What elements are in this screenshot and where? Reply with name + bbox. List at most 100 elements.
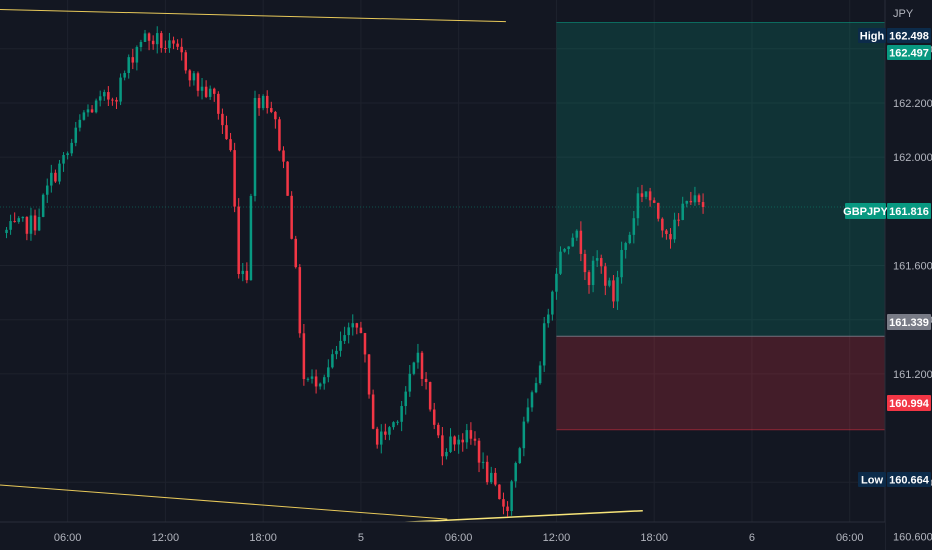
candle-body [168,40,171,49]
candle-body [567,246,570,250]
candle-body [449,436,452,452]
candle-body [274,111,277,120]
candle-body [559,251,562,274]
candle-body [363,333,367,355]
candle-body [384,431,387,435]
candle-body [21,216,25,219]
price-tick-label: 162.200 [893,98,932,110]
time-tick-label: 6 [749,532,755,544]
candle-body [640,193,644,197]
candle-body [78,119,82,128]
candle-body [160,33,163,48]
candle-body [50,172,53,186]
time-axis[interactable]: 06:00 12:00 18:00 5 06:00 12:00 18:00 6 06:00 [0,521,885,550]
candle-body [314,376,318,387]
position-tool-layer[interactable] [556,21,914,431]
profit-zone[interactable] [556,22,914,337]
candle-body [502,499,505,507]
candle-body [689,200,693,203]
candle-body [94,100,98,113]
candle-body [257,97,261,109]
candle-body [396,421,399,423]
candle-body [612,280,615,302]
candle-body [9,221,12,230]
svg-text:160.664: 160.664 [889,475,930,487]
trendline[interactable] [0,484,448,520]
candle-body [628,234,632,244]
candle-body [98,96,102,101]
candle-body [481,461,485,463]
time-tick-label: 06:00 [445,532,473,544]
candle-body [616,277,619,302]
candle-body [86,109,90,113]
candle-body [17,218,21,222]
candle-body [441,435,444,457]
candle-body [184,52,188,71]
candle-body [538,365,542,384]
candle-body [494,472,497,485]
candle-body [172,40,175,44]
candle-body [632,218,636,235]
candle-body [265,95,269,109]
candle-body [355,323,359,328]
candle-body [563,249,566,252]
candle-body [221,113,224,126]
candle-body [579,230,583,254]
candle-body [253,97,257,196]
candle-body [249,195,253,281]
candle-body [620,249,623,278]
candle-body [176,43,179,47]
candle-body [445,451,448,457]
candle-body [587,272,591,286]
candle-body [428,382,432,410]
candle-body [62,155,65,164]
candle-body [669,234,672,240]
candle-body [489,472,493,483]
svg-text:161.339: 161.339 [889,317,929,329]
candle-body [534,383,538,393]
candle-body [188,70,192,81]
candle-body [681,203,684,220]
candle-body [575,230,579,238]
candle-body [514,463,517,482]
candle-body [571,237,574,247]
price-tick-label: 162.000 [893,152,932,164]
candle-body [74,127,78,143]
candle-body [510,481,513,512]
candle-body [595,258,599,261]
candle-body [115,99,118,102]
candle-body [380,431,383,445]
svg-text:162.498: 162.498 [889,31,929,43]
candle-body [522,421,526,449]
candle-body [555,273,558,292]
loss-zone[interactable] [556,336,914,430]
candle-body [420,352,424,379]
candle-body [351,323,355,328]
low-label: Low 160.664 [858,472,931,487]
svg-text:High: High [860,31,885,43]
candle-body [518,448,522,464]
candle-body [701,202,705,207]
candle-body [111,99,114,101]
candle-body [469,430,473,439]
high-label: High 162.498 [858,28,931,43]
candle-body [192,73,196,81]
candle-body [583,253,587,273]
candle-body [388,427,391,435]
candle-body [477,440,481,463]
candle-body [526,407,530,422]
candle-body [547,314,550,324]
candle-body [131,57,135,63]
candle-body [335,350,338,355]
candle-body [151,40,155,45]
candle-body [5,229,8,234]
trendline[interactable] [0,8,506,23]
candle-body [339,340,342,351]
candle-body [103,92,106,97]
time-tick-label: 5 [358,532,364,544]
price-axis[interactable]: JPY 162.400162.200162.000161.600161.4001… [884,0,932,550]
candle-body [375,428,379,445]
candle-body [33,215,37,231]
